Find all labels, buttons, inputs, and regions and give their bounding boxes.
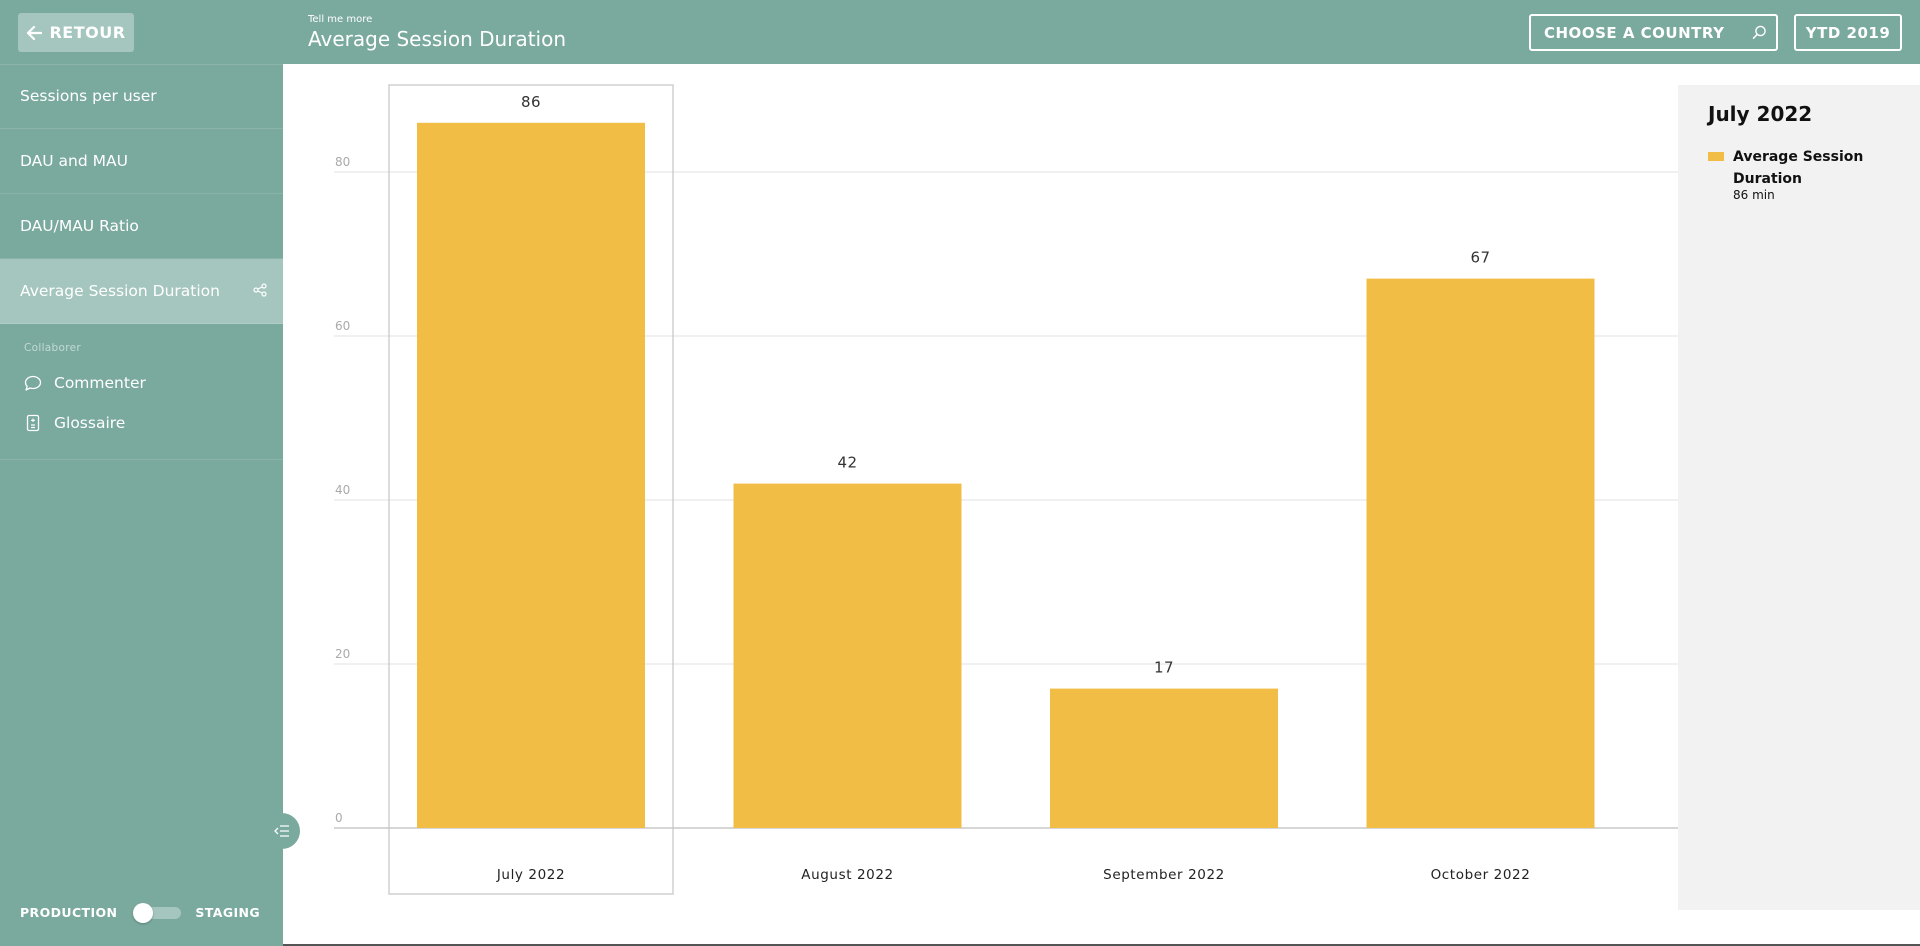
y-tick-label: 60 (335, 319, 350, 333)
search-icon[interactable] (1752, 25, 1767, 40)
production-label: PRODUCTION (20, 905, 118, 920)
page-title: Average Session Duration (308, 27, 567, 51)
y-tick-label: 40 (335, 483, 350, 497)
glossary-icon (26, 414, 40, 432)
glossary-link[interactable]: Glossaire (24, 411, 125, 435)
sidebar-item-sessions-per-user[interactable]: Sessions per user (0, 64, 283, 129)
sidebar-item-label: DAU/MAU Ratio (20, 217, 139, 235)
divider (0, 64, 283, 65)
sidebar-item-dau-mau-ratio[interactable]: DAU/MAU Ratio (0, 194, 283, 259)
y-tick-label: 0 (335, 811, 343, 825)
comment-icon (24, 375, 42, 391)
legend-series-value: 86 min (1733, 188, 1775, 202)
staging-label: STAGING (195, 905, 261, 920)
sidebar-item-label: Average Session Duration (20, 282, 220, 300)
legend-series-name: Average Session Duration (1733, 149, 1864, 187)
bar-value-label: 86 (521, 93, 541, 111)
sidebar-item-label: DAU and MAU (20, 152, 128, 170)
collapse-list-icon (274, 825, 289, 837)
x-tick-label: July 2022 (496, 867, 565, 883)
sidebar: RETOUR Sessions per user DAU and MAU DAU… (0, 0, 283, 946)
arrow-left-icon (27, 25, 43, 40)
x-tick-label: September 2022 (1103, 867, 1225, 883)
divider (283, 944, 1920, 946)
bar-value-label: 42 (837, 454, 857, 472)
legend-panel: July 2022 Average Session Duration 86 mi… (1678, 85, 1920, 910)
selected-category-frame (388, 84, 674, 895)
y-tick-label: 20 (335, 647, 350, 661)
x-tick-label: October 2022 (1431, 867, 1531, 883)
comment-link-label: Commenter (54, 374, 146, 392)
legend-swatch (1708, 152, 1724, 161)
glossary-link-label: Glossaire (54, 414, 126, 432)
country-search-input[interactable]: CHOOSE A COUNTRY (1529, 14, 1778, 51)
page-subtitle: Tell me more (308, 14, 373, 25)
bar-value-label: 17 (1154, 659, 1174, 677)
period-selector-button[interactable]: YTD 2019 (1794, 14, 1902, 51)
sidebar-item-average-session-duration[interactable]: Average Session Duration (0, 259, 283, 324)
country-search-placeholder: CHOOSE A COUNTRY (1544, 23, 1725, 42)
legend-title: July 2022 (1708, 102, 1813, 126)
collapse-sidebar-button[interactable] (264, 813, 300, 849)
chart-canvas: 0 20 40 60 80 86 July 2022 42 August 2022 17 Septe… (334, 84, 1678, 895)
environment-toggle[interactable] (133, 902, 182, 923)
bar[interactable] (733, 483, 962, 828)
x-tick-label: August 2022 (801, 867, 894, 883)
back-button-label: RETOUR (49, 23, 126, 42)
bar-chart: 0 20 40 60 80 86 July 2022 42 August 2022 17 Septe… (283, 64, 1678, 946)
y-tick-label: 80 (335, 155, 350, 169)
header: Tell me more Average Session Duration CH… (283, 0, 1920, 64)
collaborate-section-title: Collaborer (24, 342, 81, 354)
bar[interactable] (1050, 688, 1278, 828)
comment-link[interactable]: Commenter (24, 371, 146, 395)
back-button[interactable]: RETOUR (18, 13, 134, 52)
sidebar-item-dau-and-mau[interactable]: DAU and MAU (0, 129, 283, 194)
environment-switch: PRODUCTION STAGING (20, 902, 261, 923)
bar-value-label: 67 (1470, 249, 1490, 267)
divider (0, 459, 283, 460)
bar[interactable] (1366, 278, 1595, 829)
sidebar-item-label: Sessions per user (20, 87, 157, 105)
share-icon[interactable] (253, 283, 267, 297)
toggle-knob (133, 902, 154, 923)
bar[interactable] (417, 122, 645, 829)
